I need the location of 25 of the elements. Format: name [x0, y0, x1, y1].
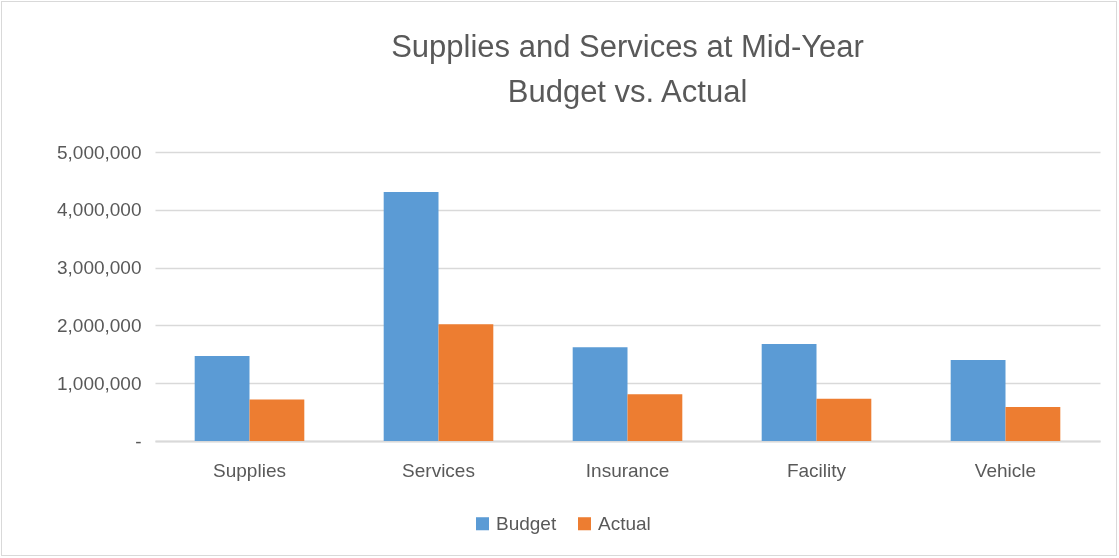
bar	[627, 394, 683, 441]
bar	[194, 356, 250, 441]
x-tick-label: Services	[402, 459, 475, 481]
y-tick-label: 2,000,000	[56, 314, 142, 336]
bar	[1005, 406, 1061, 441]
bar	[761, 343, 817, 441]
y-tick-label: 3,000,000	[56, 257, 142, 279]
bar	[950, 360, 1006, 441]
bar	[816, 398, 872, 441]
x-tick-label: Insurance	[585, 459, 670, 481]
text: Supplies and Services at Mid-Year	[391, 29, 864, 64]
legend-label: Actual	[598, 512, 651, 534]
legend-label: Budget	[496, 512, 557, 534]
y-tick-label: 5,000,000	[56, 141, 142, 163]
y-tick-label: 4,000,000	[56, 199, 142, 221]
y-tick-label: -	[135, 430, 142, 452]
y-tick-label: 1,000,000	[56, 372, 142, 394]
bar	[383, 191, 439, 441]
bar	[572, 347, 628, 441]
x-tick-label: Supplies	[213, 459, 286, 481]
x-tick-label: Vehicle	[974, 459, 1037, 481]
text: Budget vs. Actual	[507, 74, 748, 109]
bar	[249, 399, 305, 441]
x-tick-label: Facility	[786, 459, 847, 481]
bar	[438, 324, 494, 441]
